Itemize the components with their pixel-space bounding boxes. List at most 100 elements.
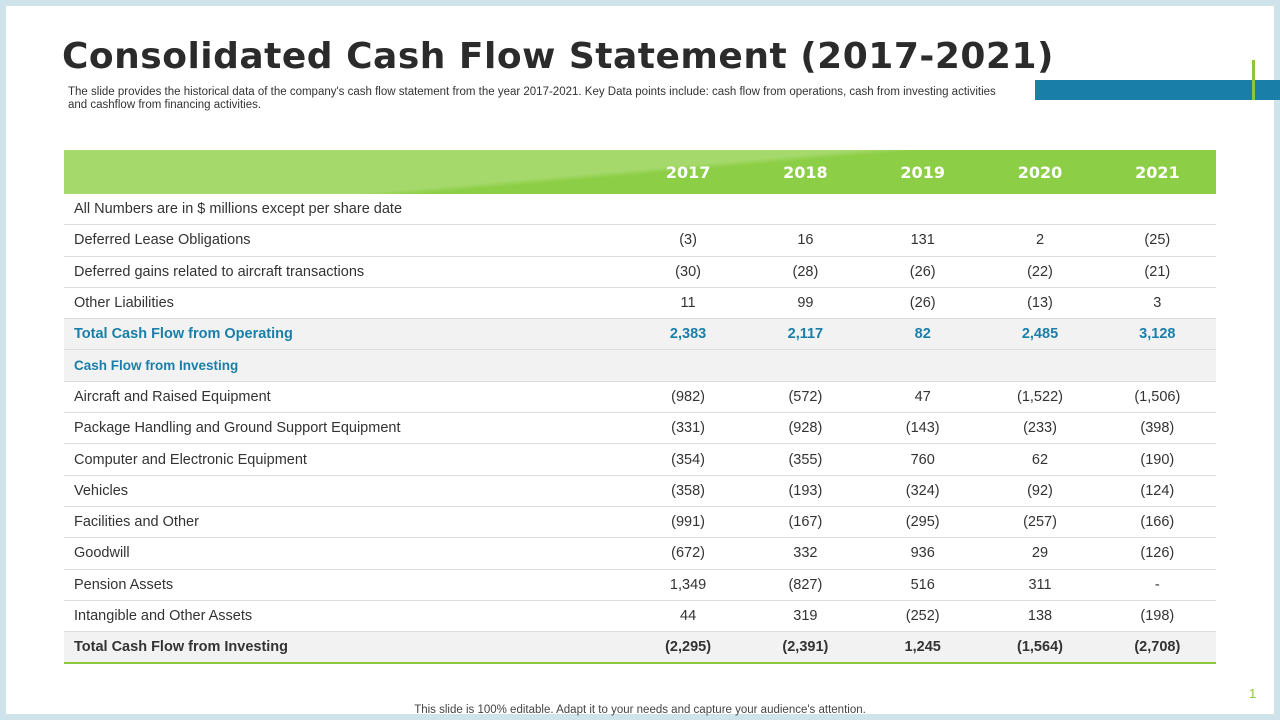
value-cell: 82	[864, 318, 982, 351]
value-cell	[981, 349, 1099, 382]
value-cell: (124)	[1098, 475, 1216, 507]
value-cell: (324)	[864, 475, 982, 507]
value-cell: 760	[864, 443, 982, 476]
table-row: Pension Assets 1,349 (827) 516 311-	[64, 569, 1216, 601]
value-cell: (2,295)	[629, 631, 747, 665]
value-cell: (827)	[746, 569, 865, 601]
cash-flow-table: 2017 2018 2019 2020 2021 All Numbers are…	[64, 150, 1216, 665]
header-year: 2021	[1135, 162, 1180, 182]
value-cell: (92)	[981, 475, 1099, 507]
row-label: Goodwill	[64, 537, 630, 570]
value-cell: 16	[746, 224, 865, 257]
row-label: Vehicles	[64, 475, 630, 507]
value-cell: (13)	[981, 287, 1099, 320]
header-year: 2018	[783, 162, 828, 182]
row-label: Package Handling and Ground Support Equi…	[64, 412, 630, 445]
value-cell: 1,245	[864, 631, 982, 665]
value-cell: (257)	[981, 506, 1099, 539]
value-cell: 2,485	[981, 318, 1099, 351]
value-cell: (22)	[981, 256, 1099, 288]
row-label: Intangible and Other Assets	[64, 600, 630, 633]
table-row: Vehicles (358) (193) (324) (92) (124)	[64, 475, 1216, 507]
value-cell: 319	[746, 600, 865, 633]
value-cell: (358)	[629, 475, 747, 507]
value-cell: (572)	[746, 381, 865, 414]
value-cell: (928)	[746, 412, 865, 445]
row-label: Total Cash Flow from Investing	[64, 631, 630, 665]
value-cell: (355)	[746, 443, 865, 476]
value-cell: (167)	[746, 506, 865, 539]
value-cell: 29	[981, 537, 1099, 570]
value-cell: -	[1098, 569, 1216, 601]
value-cell	[1098, 194, 1216, 226]
row-label: All Numbers are in $ millions except per…	[64, 194, 630, 226]
row-label: Deferred Lease Obligations	[64, 224, 630, 257]
value-cell: (126)	[1098, 537, 1216, 570]
header-year: 2017	[665, 162, 711, 182]
row-label: Total Cash Flow from Operating	[64, 318, 630, 351]
value-cell	[746, 194, 865, 226]
table-row: Aircraft and Raised Equipment (982) (572) 4…	[64, 381, 1216, 414]
value-cell: (982)	[629, 381, 747, 414]
value-cell: (28)	[746, 256, 865, 288]
value-cell: 936	[864, 537, 982, 570]
table-header-background	[64, 150, 1216, 194]
slide-title: Consolidated Cash Flow Statement (2017-2…	[62, 36, 1054, 77]
value-cell: (193)	[746, 475, 865, 507]
value-cell: (2,391)	[746, 631, 865, 665]
value-cell: (2,708)	[1098, 631, 1216, 665]
table-body: All Numbers are in $ millions except per…	[64, 194, 1216, 665]
value-cell: (233)	[981, 412, 1099, 445]
table-row-section: Cash Flow from Investing	[64, 349, 1216, 382]
footer-note: This slide is 100% editable. Adapt it to…	[414, 704, 866, 716]
value-cell: (354)	[629, 443, 747, 476]
value-cell	[981, 194, 1099, 226]
value-cell: (166)	[1098, 506, 1216, 539]
page-number: 1	[1249, 686, 1257, 701]
slide: Consolidated Cash Flow Statement (2017-2…	[6, 6, 1280, 716]
table-row-total-op: Total Cash Flow from Operating 2,383 2,117…	[64, 318, 1216, 351]
value-cell: 2,117	[746, 318, 865, 351]
accent-tick	[1252, 60, 1255, 100]
value-cell: 138	[981, 600, 1099, 633]
value-cell: 1,349	[629, 569, 747, 601]
value-cell: 99	[746, 287, 865, 320]
value-cell: (331)	[629, 412, 747, 445]
table-row: Facilities and Other (991) (167) (295) (257)…	[64, 506, 1216, 539]
value-cell: (21)	[1098, 256, 1216, 288]
table-row: Package Handling and Ground Support Equi…	[64, 412, 1216, 445]
value-cell: (398)	[1098, 412, 1216, 445]
value-cell: (3)	[629, 224, 747, 257]
value-cell: (1,522)	[981, 381, 1099, 414]
value-cell	[864, 349, 982, 382]
table-row: Goodwill (672) 332 936 29 (126)	[64, 537, 1216, 570]
row-label: Pension Assets	[64, 569, 630, 601]
table-row-total-inv: Total Cash Flow from Investing (2,295) (2,…	[64, 631, 1216, 665]
value-cell	[746, 349, 865, 382]
value-cell: 11	[629, 287, 747, 320]
value-cell: (25)	[1098, 224, 1216, 257]
value-cell: 44	[629, 600, 747, 633]
value-cell: 3,128	[1098, 318, 1216, 351]
value-cell	[1098, 349, 1216, 382]
value-cell: (198)	[1098, 600, 1216, 633]
value-cell: 3	[1098, 287, 1216, 320]
table-row-note: All Numbers are in $ millions except per…	[64, 194, 1216, 226]
row-label: Cash Flow from Investing	[64, 349, 630, 382]
value-cell: (252)	[864, 600, 982, 633]
value-cell: (672)	[629, 537, 747, 570]
value-cell: 131	[864, 224, 982, 257]
value-cell: 2,383	[629, 318, 747, 351]
table-row: Computer and Electronic Equipment (354) (3…	[64, 443, 1216, 476]
row-label: Other Liabilities	[64, 287, 630, 320]
header-year: 2019	[900, 162, 945, 182]
value-cell: (26)	[864, 256, 982, 288]
table-header-row: 2017 2018 2019 2020 2021	[64, 150, 1216, 194]
row-label: Facilities and Other	[64, 506, 630, 539]
value-cell	[864, 194, 982, 226]
row-label: Computer and Electronic Equipment	[64, 443, 630, 476]
value-cell: (1,564)	[981, 631, 1099, 665]
value-cell	[629, 194, 747, 226]
value-cell: (295)	[864, 506, 982, 539]
value-cell: (991)	[629, 506, 747, 539]
